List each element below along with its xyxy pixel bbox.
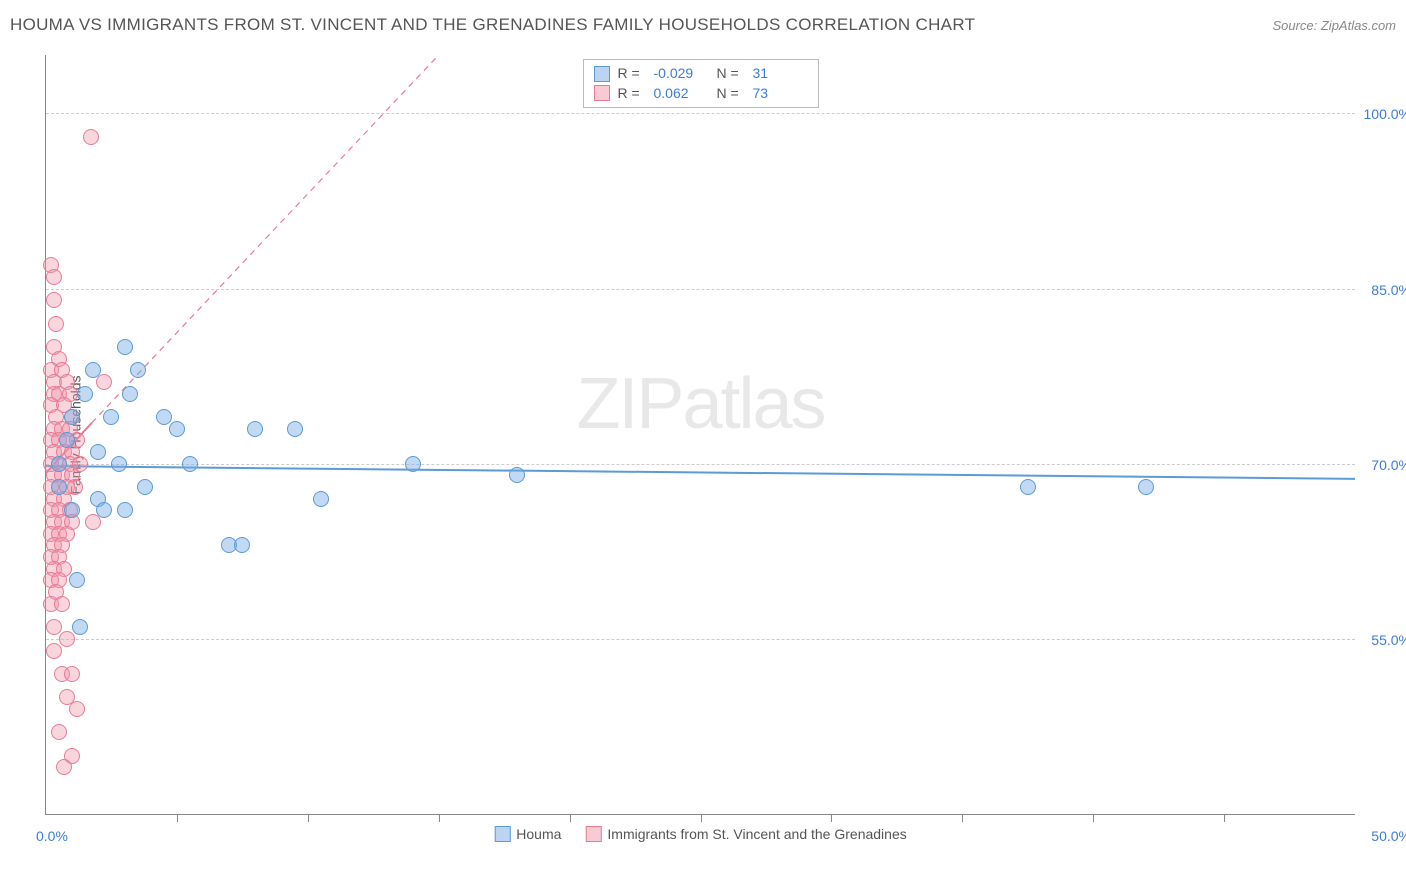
scatter-point — [1020, 479, 1036, 495]
stat-n-label: N = — [717, 64, 745, 84]
x-tick — [1093, 814, 1094, 822]
stat-n-value-immigrants: 73 — [753, 84, 808, 104]
swatch-pink-icon — [594, 85, 610, 101]
trend-lines — [46, 55, 1355, 814]
y-tick-label: 85.0% — [1371, 282, 1406, 298]
scatter-point — [90, 444, 106, 460]
x-tick — [701, 814, 702, 822]
scatter-point — [56, 759, 72, 775]
stat-row-immigrants: R = 0.062 N = 73 — [594, 84, 808, 104]
scatter-point — [46, 619, 62, 635]
scatter-point — [313, 491, 329, 507]
scatter-point — [46, 269, 62, 285]
scatter-point — [48, 316, 64, 332]
stat-r-value-houma: -0.029 — [654, 64, 709, 84]
scatter-point — [111, 456, 127, 472]
plot-area: Family Households ZIPatlas 0.0% 50.0% R … — [45, 55, 1355, 815]
scatter-point — [103, 409, 119, 425]
scatter-point — [122, 386, 138, 402]
x-start-label: 0.0% — [36, 828, 68, 844]
x-tick — [831, 814, 832, 822]
title-bar: HOUMA VS IMMIGRANTS FROM ST. VINCENT AND… — [10, 15, 1396, 35]
scatter-point — [64, 502, 80, 518]
gridline: 85.0% — [46, 289, 1355, 290]
scatter-point — [130, 362, 146, 378]
x-tick — [570, 814, 571, 822]
scatter-point — [137, 479, 153, 495]
scatter-point — [46, 292, 62, 308]
scatter-point — [85, 362, 101, 378]
chart-title: HOUMA VS IMMIGRANTS FROM ST. VINCENT AND… — [10, 15, 975, 35]
legend-label-immigrants: Immigrants from St. Vincent and the Gren… — [607, 826, 906, 842]
bottom-legend: Houma Immigrants from St. Vincent and th… — [494, 826, 906, 842]
scatter-point — [156, 409, 172, 425]
scatter-point — [1138, 479, 1154, 495]
swatch-blue-icon — [594, 66, 610, 82]
y-tick-label: 100.0% — [1364, 106, 1406, 122]
scatter-point — [51, 479, 67, 495]
stat-r-label: R = — [618, 84, 646, 104]
scatter-point — [77, 386, 93, 402]
scatter-point — [69, 701, 85, 717]
x-tick — [177, 814, 178, 822]
scatter-point — [51, 724, 67, 740]
x-tick — [1224, 814, 1225, 822]
scatter-point — [405, 456, 421, 472]
watermark: ZIPatlas — [576, 363, 824, 445]
legend-label-houma: Houma — [516, 826, 561, 842]
scatter-point — [96, 502, 112, 518]
stat-r-value-immigrants: 0.062 — [654, 84, 709, 104]
x-tick — [962, 814, 963, 822]
x-tick — [308, 814, 309, 822]
scatter-point — [72, 619, 88, 635]
stat-box: R = -0.029 N = 31 R = 0.062 N = 73 — [583, 59, 819, 108]
gridline: 55.0% — [46, 639, 1355, 640]
scatter-point — [46, 643, 62, 659]
y-tick-label: 70.0% — [1371, 457, 1406, 473]
stat-n-value-houma: 31 — [753, 64, 808, 84]
scatter-point — [51, 456, 67, 472]
scatter-point — [169, 421, 185, 437]
scatter-point — [64, 666, 80, 682]
x-end-label: 50.0% — [1371, 828, 1406, 844]
x-tick — [439, 814, 440, 822]
stat-r-label: R = — [618, 64, 646, 84]
source-label: Source: ZipAtlas.com — [1272, 18, 1396, 33]
scatter-point — [182, 456, 198, 472]
scatter-point — [509, 467, 525, 483]
stat-n-label: N = — [717, 84, 745, 104]
gridline: 100.0% — [46, 113, 1355, 114]
swatch-pink-icon — [585, 826, 601, 842]
gridline: 70.0% — [46, 464, 1355, 465]
watermark-atlas: atlas — [682, 364, 824, 444]
scatter-point — [69, 572, 85, 588]
stat-row-houma: R = -0.029 N = 31 — [594, 64, 808, 84]
swatch-blue-icon — [494, 826, 510, 842]
scatter-point — [59, 432, 75, 448]
scatter-point — [64, 409, 80, 425]
scatter-point — [117, 502, 133, 518]
legend-item-immigrants: Immigrants from St. Vincent and the Gren… — [585, 826, 906, 842]
scatter-point — [59, 631, 75, 647]
scatter-point — [234, 537, 250, 553]
legend-item-houma: Houma — [494, 826, 561, 842]
scatter-point — [287, 421, 303, 437]
watermark-zip: ZIP — [576, 364, 682, 444]
y-tick-label: 55.0% — [1371, 632, 1406, 648]
scatter-point — [117, 339, 133, 355]
scatter-point — [247, 421, 263, 437]
scatter-point — [83, 129, 99, 145]
scatter-point — [54, 596, 70, 612]
